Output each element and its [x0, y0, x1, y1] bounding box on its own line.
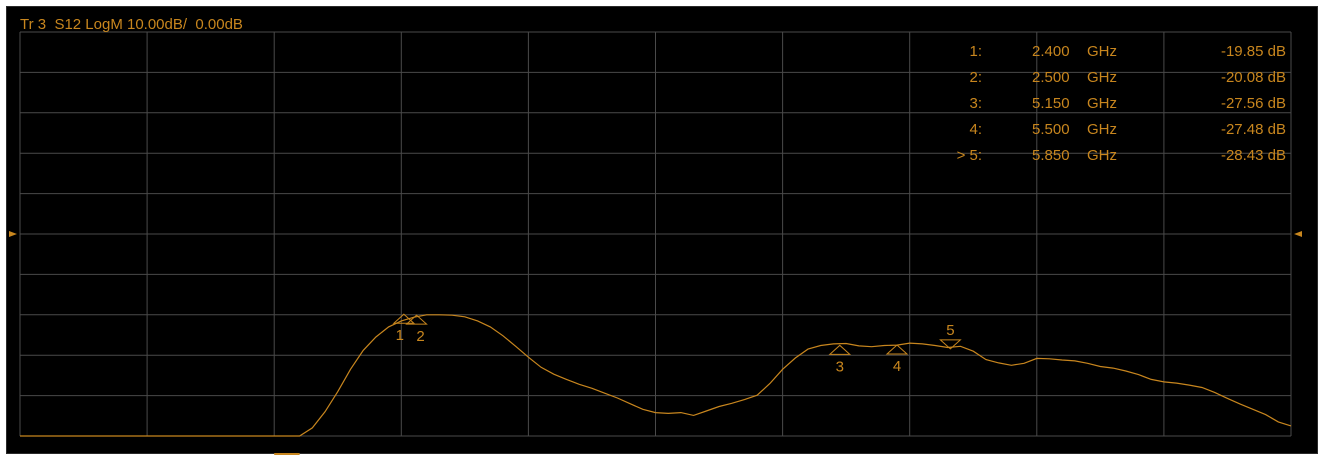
marker-readout-frequency: 2.500 — [1032, 69, 1070, 86]
marker-3-triangle — [828, 344, 852, 355]
marker-readout-frequency: 2.400 — [1032, 43, 1070, 60]
marker-readout-value: -27.48 dB — [1221, 121, 1286, 138]
trace-plot: 1 2 3 4 5 1: 2.400 GHz -19.85 dB 2: 2.500 GHz -20.08… — [9, 31, 1302, 455]
marker-readout-value: -27.56 dB — [1221, 95, 1286, 112]
trace-display: 1 2 3 4 5 1: 2.400 GHz -19.85 dB 2: 2.500 GHz -20.08… — [6, 6, 1318, 455]
marker-readout-unit: GHz — [1087, 147, 1117, 164]
marker-5-number: 5 — [946, 322, 954, 339]
reference-level-left-arrow — [9, 231, 17, 237]
marker-5-triangle — [939, 339, 962, 350]
marker-1-triangle — [392, 313, 416, 324]
marker-readout-value: -19.85 dB — [1221, 43, 1286, 60]
marker-readout-unit: GHz — [1087, 69, 1117, 86]
marker-readout-value: -28.43 dB — [1221, 147, 1286, 164]
reference-level-right-arrow — [1294, 231, 1302, 237]
marker-readout-unit: GHz — [1087, 121, 1117, 138]
marker-1-number: 1 — [396, 327, 404, 344]
marker-readout-unit: GHz — [1087, 95, 1117, 112]
marker-4-triangle — [885, 344, 909, 355]
marker-readout-label: 2: — [969, 69, 982, 86]
marker-readout-label: > 5: — [957, 147, 982, 164]
trace-header: Tr 3 S12 LogM 10.00dB/ 0.00dB — [20, 16, 243, 33]
marker-readout-frequency: 5.850 — [1032, 147, 1070, 164]
marker-readout-label: 3: — [969, 95, 982, 112]
marker-4-number: 4 — [893, 358, 901, 375]
marker-readout-value: -20.08 dB — [1221, 69, 1286, 86]
marker-readout-frequency: 5.150 — [1032, 95, 1070, 112]
marker-readout-unit: GHz — [1087, 43, 1117, 60]
marker-3-number: 3 — [836, 358, 844, 375]
marker-readout-frequency: 5.500 — [1032, 121, 1070, 138]
marker-readout-label: 4: — [969, 121, 982, 138]
marker-readout-label: 1: — [969, 43, 982, 60]
marker-2-triangle — [405, 314, 428, 325]
marker-2-number: 2 — [416, 328, 424, 345]
trace-line — [20, 314, 1292, 437]
